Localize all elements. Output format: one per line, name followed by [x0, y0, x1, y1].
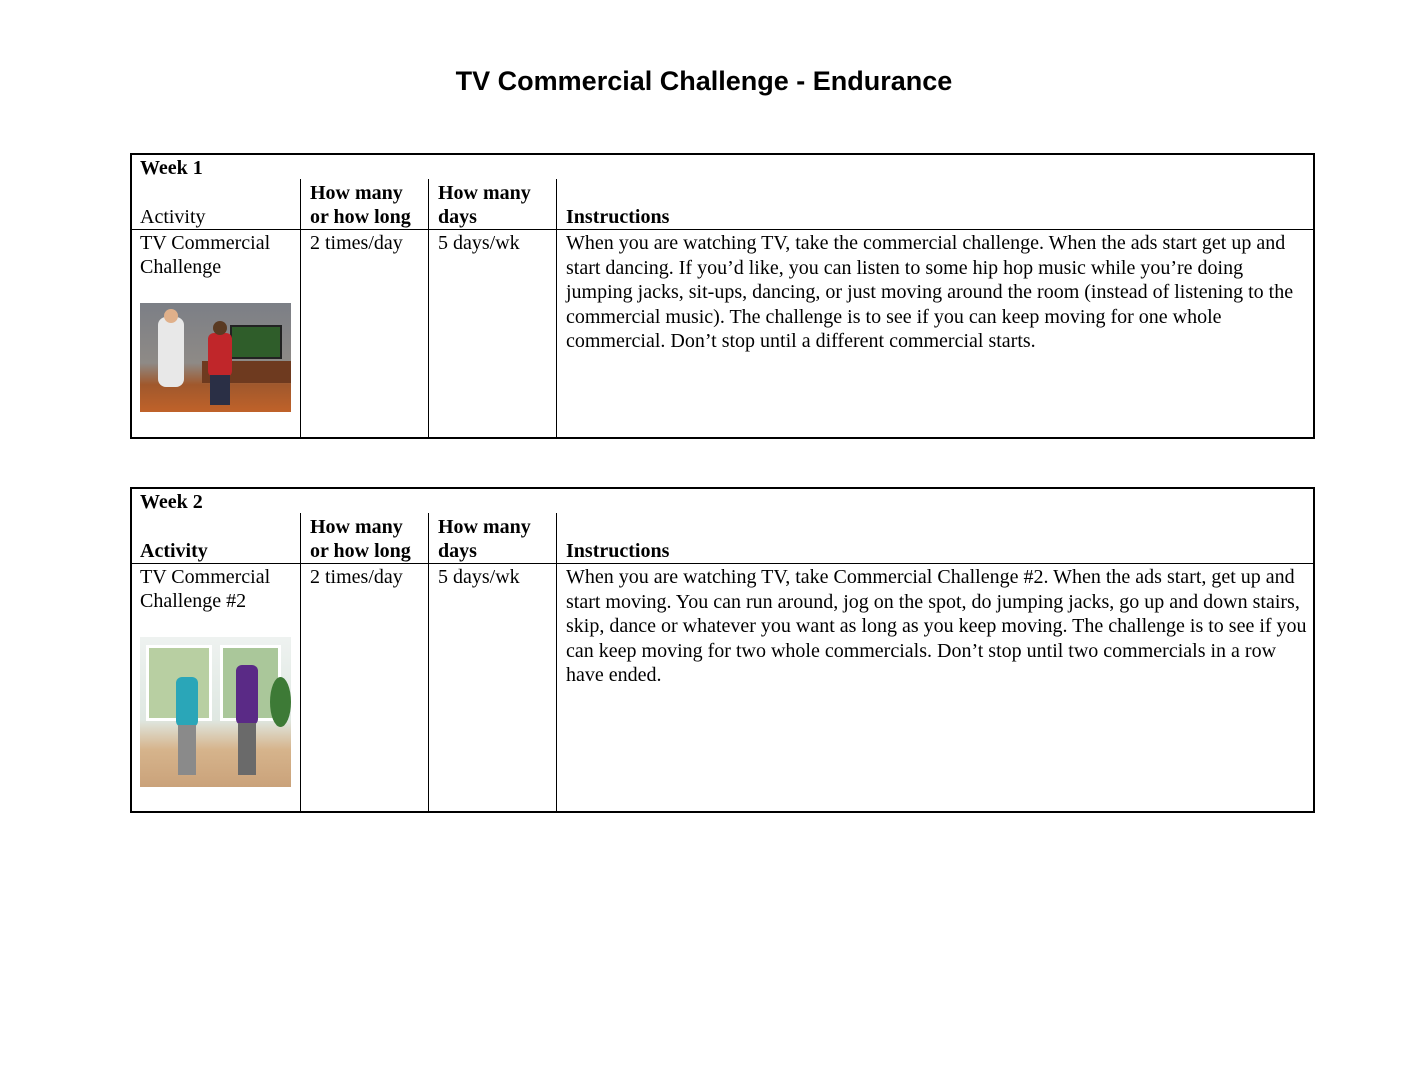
instructions-text: When you are watching TV, take the comme…	[566, 232, 1294, 352]
how-many-value: 2 times/day	[310, 232, 403, 254]
header-instructions: Instructions	[566, 206, 670, 228]
column-divider	[556, 179, 557, 437]
header-days-line1: How many	[438, 182, 531, 204]
how-many-value: 2 times/day	[310, 566, 403, 588]
column-divider	[300, 179, 301, 437]
header-how-many-line2: or how long	[310, 540, 411, 562]
week-label: Week 2	[140, 491, 203, 513]
header-how-many-line1: How many	[310, 516, 403, 538]
days-value: 5 days/wk	[438, 232, 520, 254]
header-divider	[132, 563, 1313, 564]
activity-line1: TV Commercial	[140, 232, 271, 254]
header-activity: Activity	[140, 540, 208, 562]
kids-dancing-photo	[140, 303, 291, 412]
header-how-many-line2: or how long	[310, 206, 411, 228]
header-divider	[132, 229, 1313, 230]
page-title: TV Commercial Challenge - Endurance	[455, 66, 953, 96]
header-days-line2: days	[438, 206, 477, 228]
header-instructions: Instructions	[566, 540, 670, 562]
column-divider	[300, 513, 301, 811]
activity-line2: Challenge	[140, 256, 222, 278]
week-1-table: Week 1 Activity How many or how long How…	[130, 153, 1315, 439]
activity-line1: TV Commercial	[140, 566, 271, 588]
week-label: Week 1	[140, 157, 203, 179]
column-divider	[428, 179, 429, 437]
header-how-many-line1: How many	[310, 182, 403, 204]
week-2-table: Week 2 Activity How many or how long How…	[130, 487, 1315, 813]
instructions-text: When you are watching TV, take Commercia…	[566, 566, 1307, 686]
activity-line2: Challenge #2	[140, 590, 247, 612]
header-days-line2: days	[438, 540, 477, 562]
girls-dancing-photo	[140, 637, 291, 787]
days-value: 5 days/wk	[438, 566, 520, 588]
column-divider	[556, 513, 557, 811]
header-activity: Activity	[140, 206, 206, 228]
column-divider	[428, 513, 429, 811]
header-days-line1: How many	[438, 516, 531, 538]
